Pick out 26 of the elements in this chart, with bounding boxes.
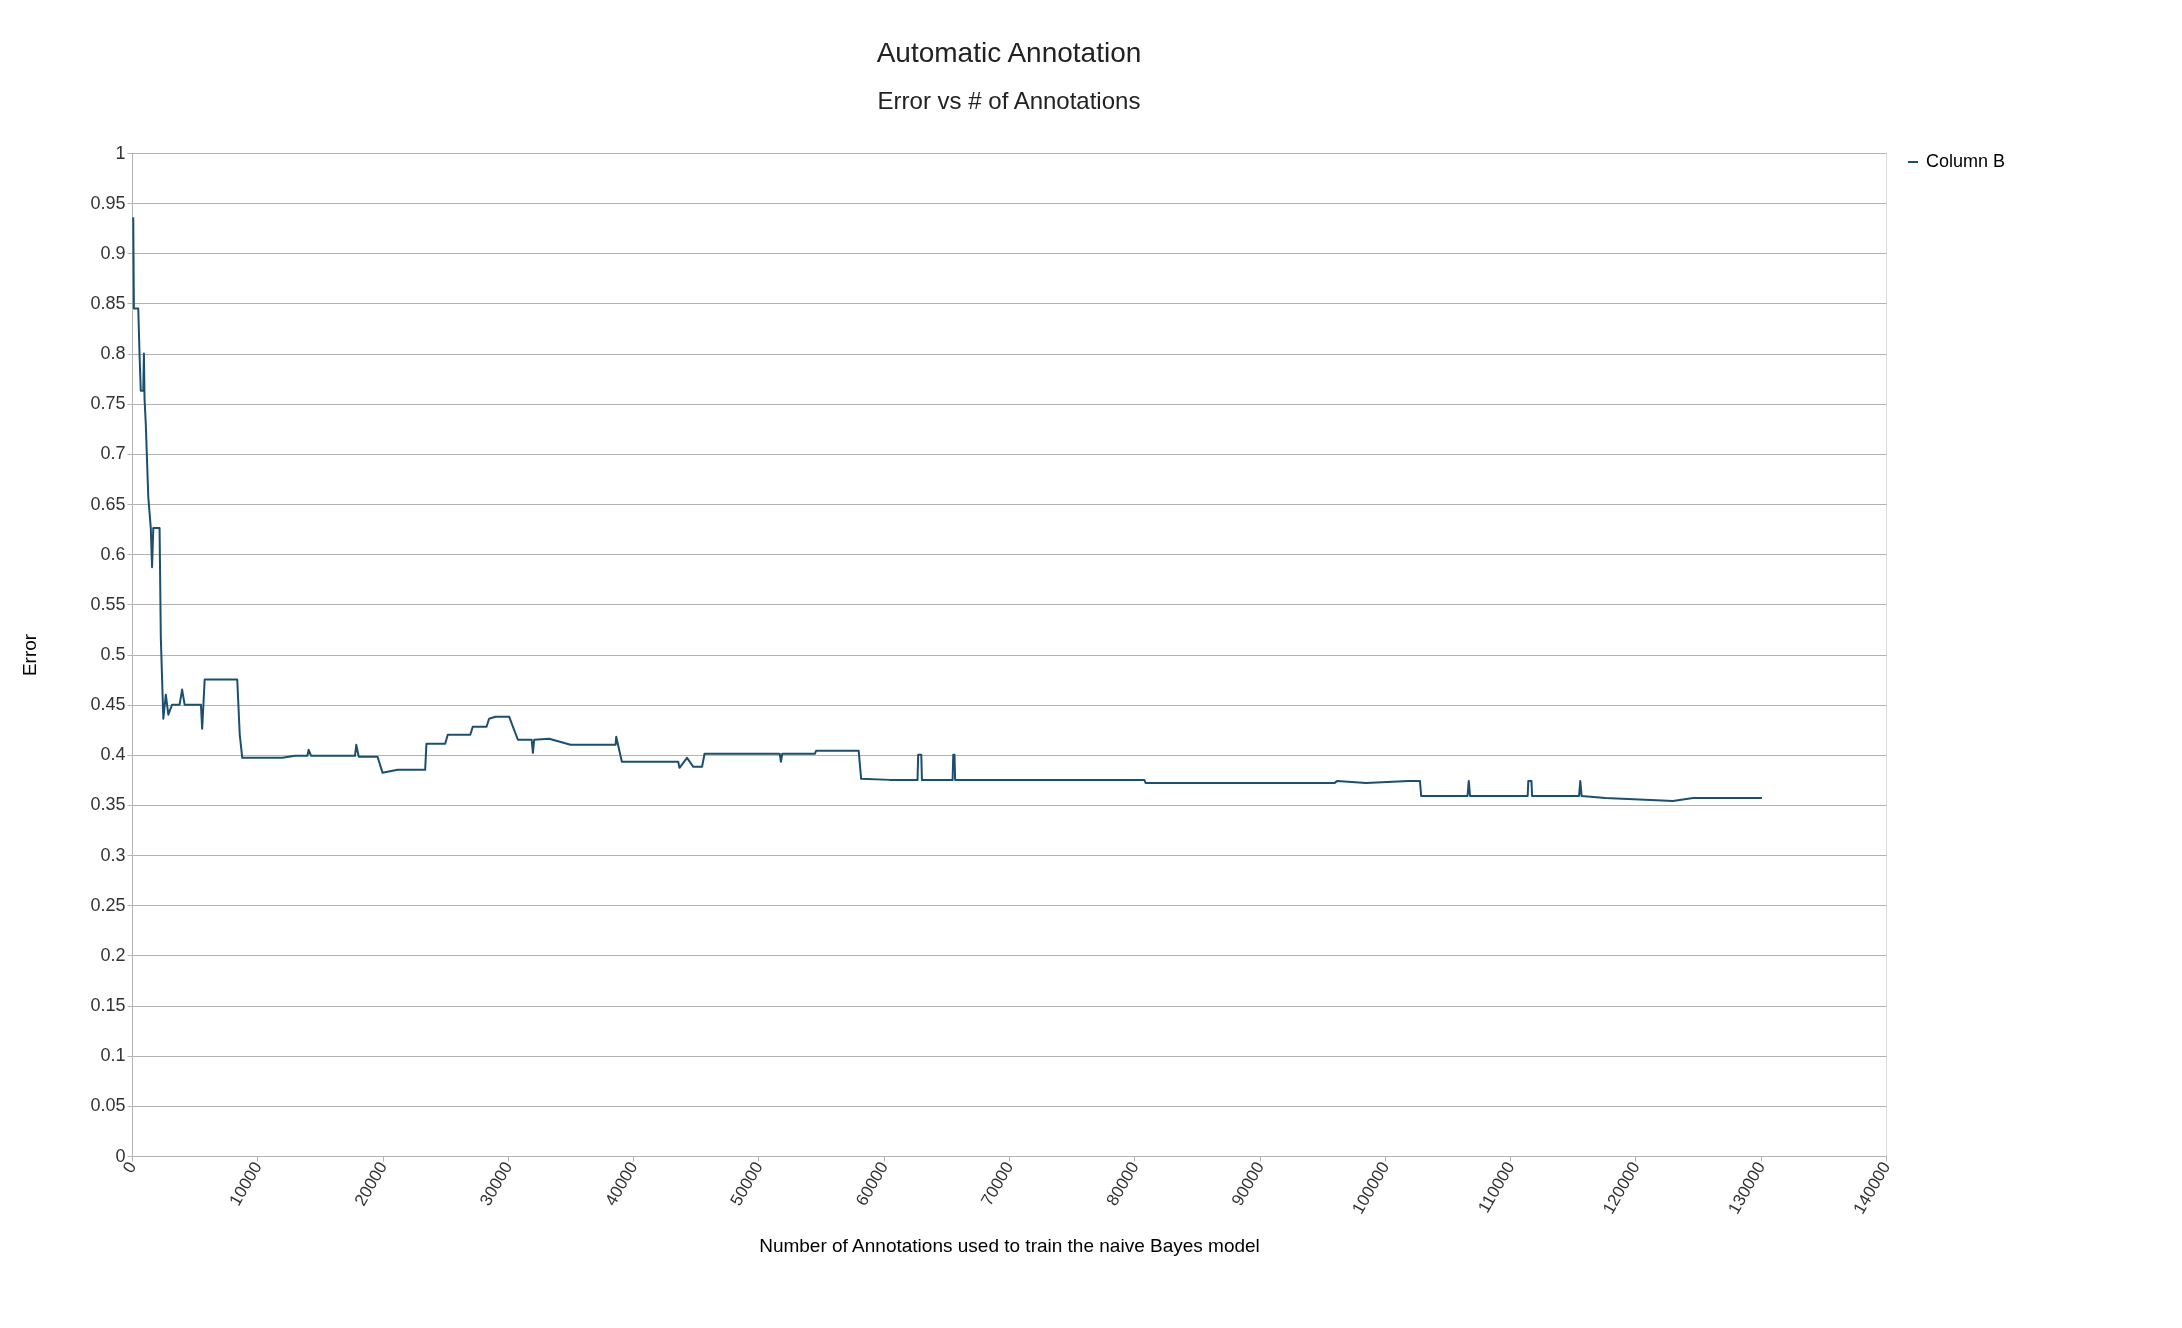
y-tick-label: 0.25 [90, 894, 126, 915]
y-tick-label: 0.1 [100, 1045, 126, 1066]
y-tick-label: 0.5 [100, 644, 126, 664]
y-tick-label: 0.3 [100, 844, 126, 865]
y-tick-label: 0.6 [100, 543, 126, 564]
y-tick-label: 1 [115, 142, 126, 163]
y-tick-label: 0.35 [90, 794, 126, 815]
y-axis-title: Error [19, 633, 41, 677]
y-tick-label: 0.4 [100, 744, 126, 765]
chart-subtitle: Error vs # of Annotations [877, 87, 1141, 114]
y-tick-label: 0.15 [90, 995, 126, 1016]
y-tick-label: 0.95 [90, 192, 126, 213]
y-tick-label: 0.7 [100, 443, 126, 464]
chart-title: Automatic Annotation [876, 37, 1142, 68]
y-tick-label: 0.2 [100, 944, 126, 965]
x-axis-title: Number of Annotations used to train the naive Bayes model [759, 1234, 1260, 1256]
y-tick-label: 0.8 [100, 343, 126, 364]
y-tick-label: 0.65 [90, 493, 126, 514]
y-tick-label: 0.45 [90, 694, 126, 715]
y-tick-label: 0.9 [100, 242, 126, 263]
y-tick-label: 0.55 [90, 593, 126, 614]
y-tick-label: 0.05 [90, 1095, 126, 1116]
line-series [132, 216, 1763, 802]
y-tick-label: 0.85 [90, 292, 126, 313]
y-tick-label: 0.75 [90, 393, 126, 414]
legend-label: Column B [1926, 151, 2006, 171]
